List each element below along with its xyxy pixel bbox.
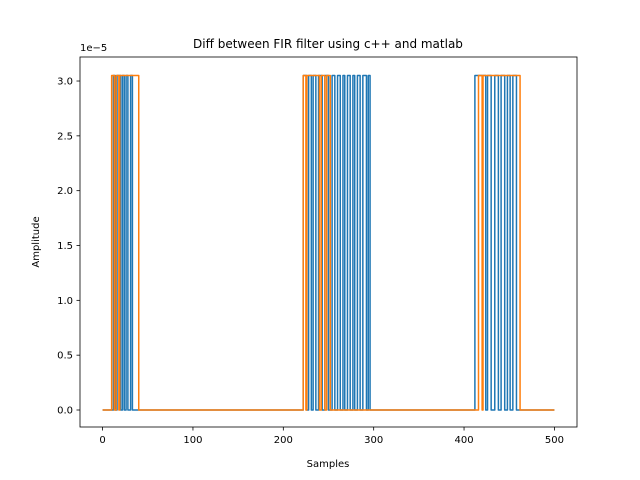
x-tick-label: 500 <box>545 435 564 446</box>
y-tick-label: 1.5 <box>57 241 73 252</box>
chart-title: Diff between FIR filter using c++ and ma… <box>193 37 463 51</box>
x-tick-label: 400 <box>454 435 473 446</box>
y-tick-label: 2.5 <box>57 131 73 142</box>
x-tick-label: 300 <box>364 435 383 446</box>
x-axis-label: Samples <box>307 459 350 470</box>
plot-frame <box>79 56 578 428</box>
x-tick-label: 100 <box>183 435 202 446</box>
y-axis-label: Amplitude <box>31 216 42 267</box>
y-tick-label: 0.0 <box>57 406 73 417</box>
x-tick-label: 0 <box>99 435 105 446</box>
y-tick-label: 0.5 <box>57 351 73 362</box>
data-line <box>102 74 555 411</box>
y-offset: 1e−5 <box>80 43 107 54</box>
y-tick-label: 2.0 <box>57 186 73 197</box>
x-tick-label: 200 <box>274 435 293 446</box>
y-tick-label: 3.0 <box>57 77 73 88</box>
y-tick-label: 1.0 <box>57 296 73 307</box>
